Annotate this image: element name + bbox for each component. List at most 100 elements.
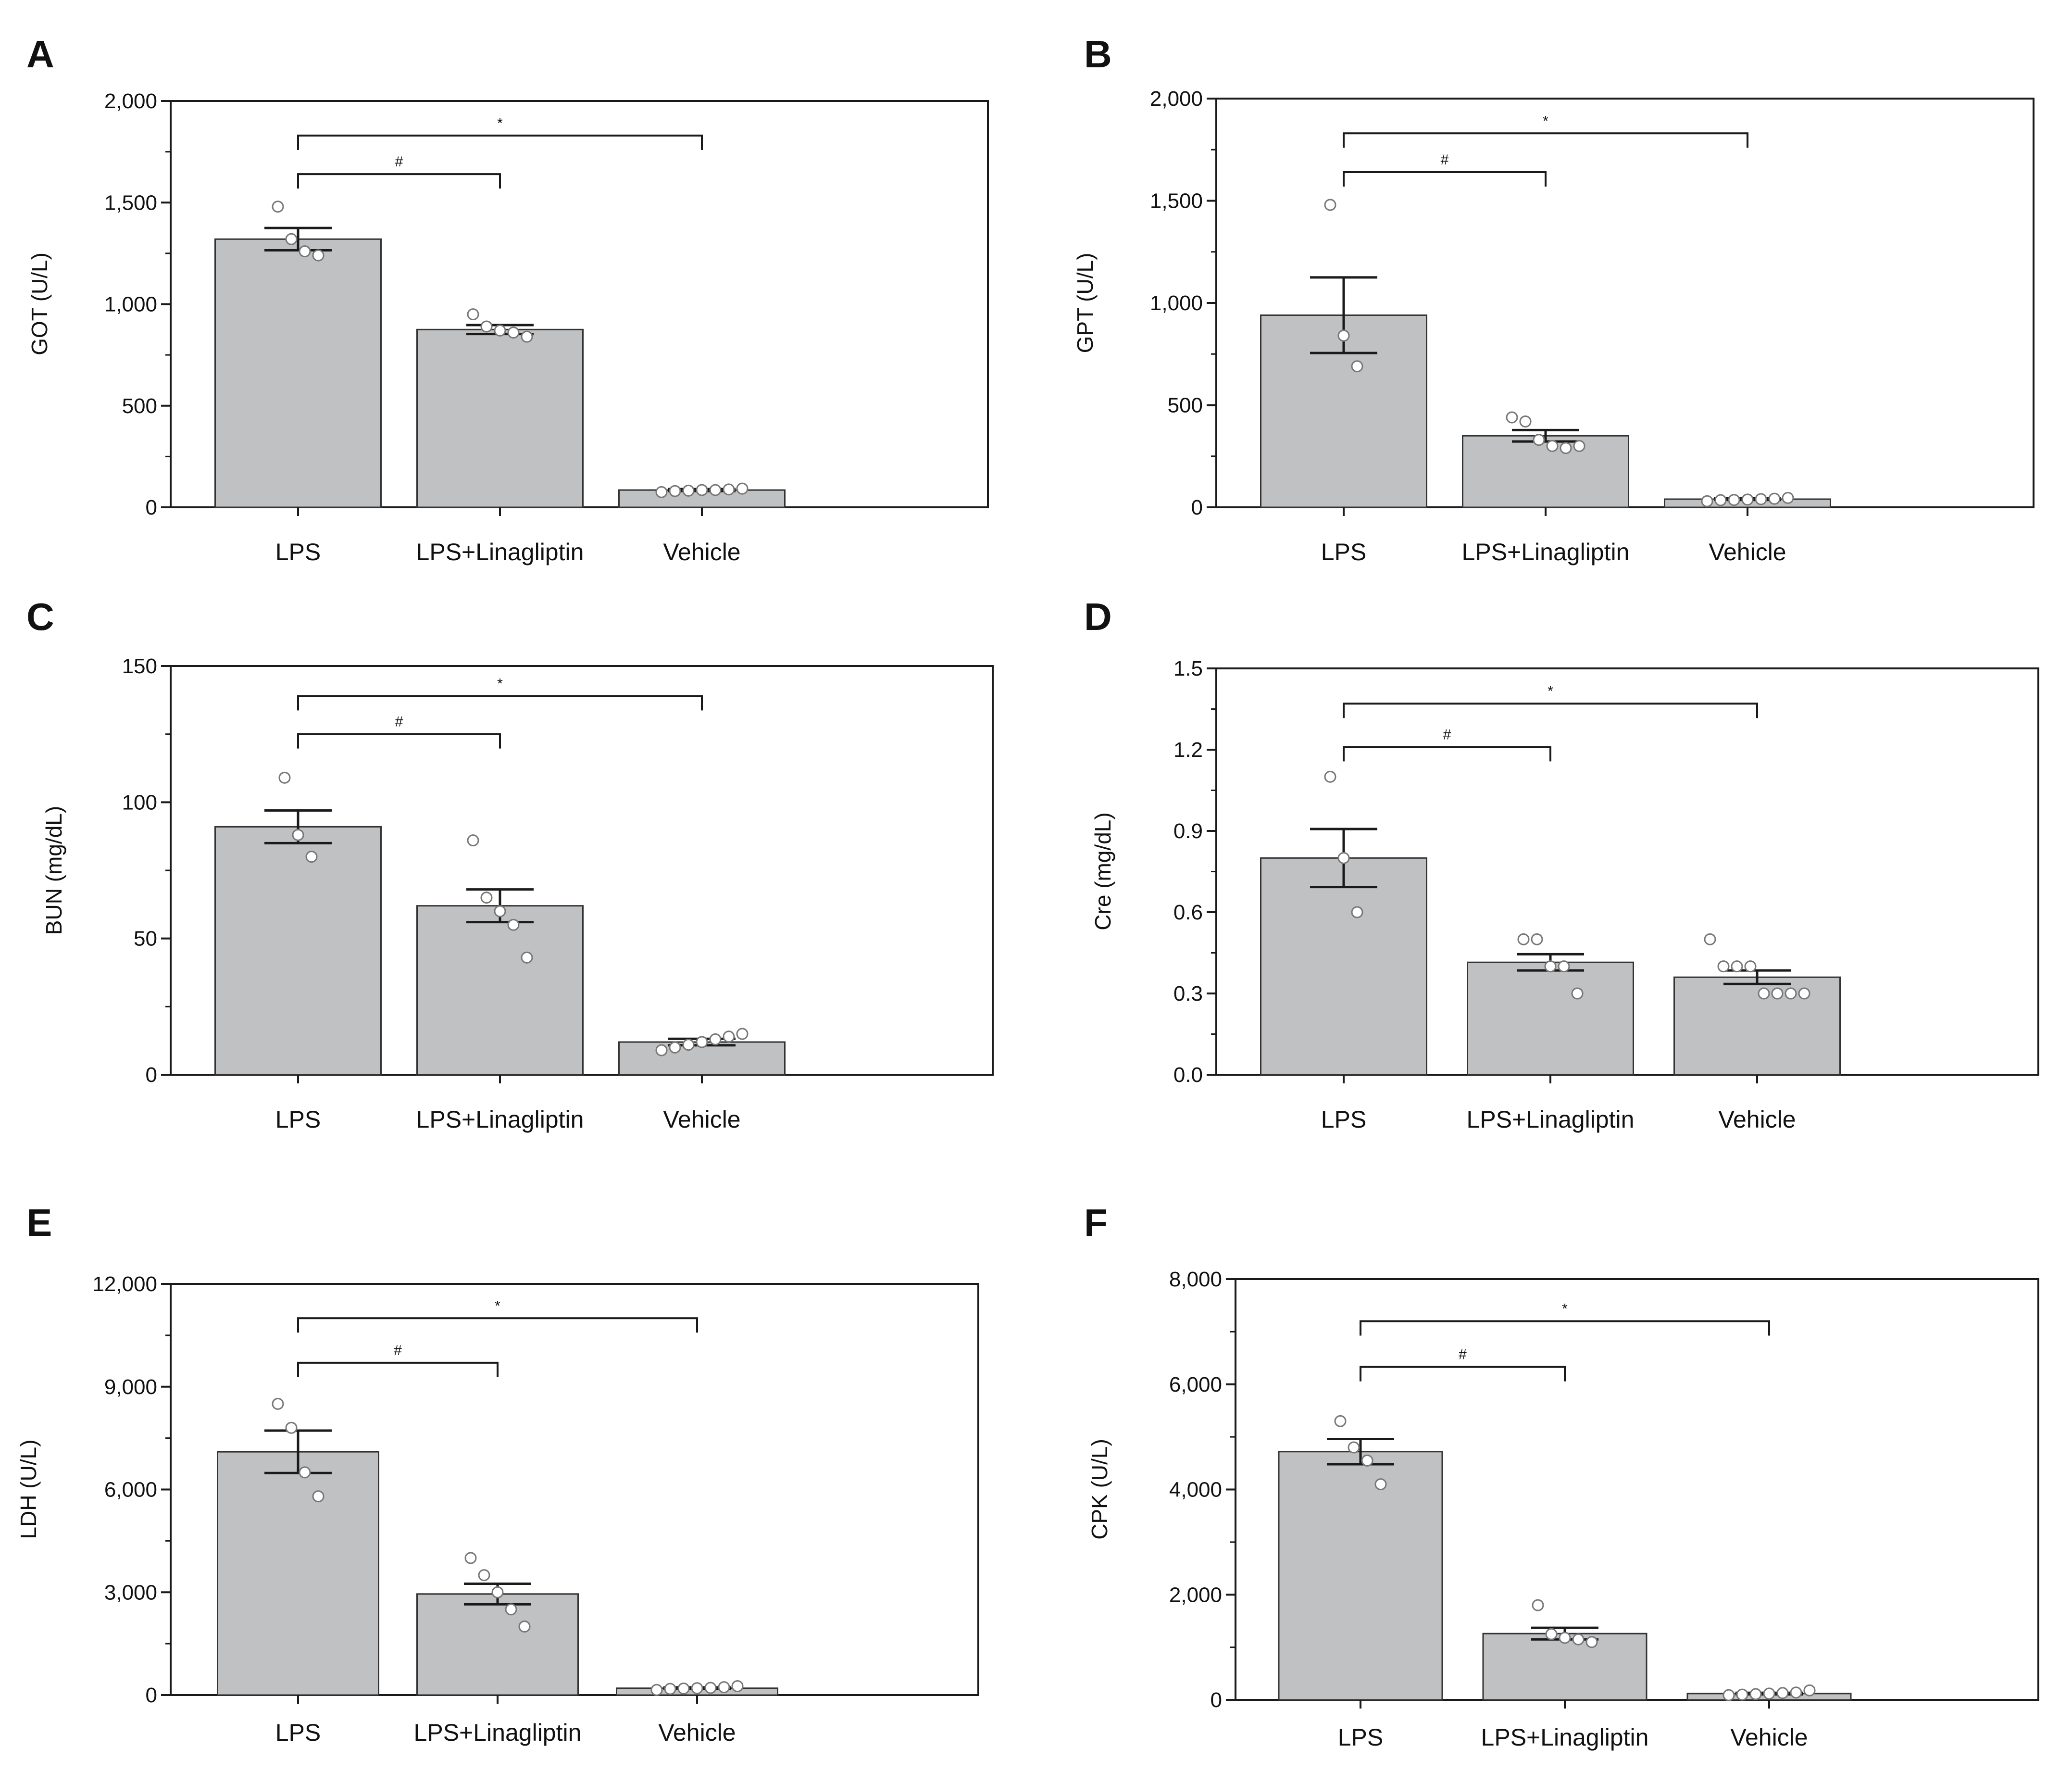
y-axis-label: BUN (mg/dL) bbox=[41, 806, 66, 935]
data-point bbox=[1546, 440, 1559, 452]
y-tick-label: 12,000 bbox=[92, 1272, 157, 1296]
significance-bracket bbox=[297, 1361, 499, 1377]
data-point bbox=[1749, 1688, 1762, 1700]
y-tick-label: 1,000 bbox=[1150, 291, 1203, 315]
panel-letter: B bbox=[1084, 33, 1112, 75]
significance-bracket bbox=[1343, 171, 1547, 187]
data-point bbox=[1560, 442, 1572, 454]
panel-f: F CPK (U/L) 0 2,000 4,000 6,000 8,000 LPS LPS+… bbox=[1084, 1201, 2039, 1751]
data-point bbox=[1337, 329, 1350, 342]
data-point bbox=[1704, 933, 1716, 945]
data-point bbox=[518, 1621, 531, 1633]
y-tick-label: 0.0 bbox=[1173, 1063, 1203, 1087]
x-category-label: Vehicle bbox=[1709, 539, 1786, 566]
data-point bbox=[1558, 960, 1570, 973]
y-axis-label: LDH (U/L) bbox=[16, 1439, 41, 1539]
data-point bbox=[272, 1397, 284, 1410]
data-point bbox=[1798, 987, 1810, 1000]
data-point bbox=[1731, 960, 1743, 973]
panel-letter: F bbox=[1084, 1201, 1108, 1244]
significance-symbol: * bbox=[495, 1298, 500, 1314]
significance-symbol: # bbox=[1441, 152, 1449, 168]
y-tick-label: 500 bbox=[122, 394, 157, 418]
panel-letter: E bbox=[26, 1201, 52, 1244]
y-tick-label: 0 bbox=[146, 496, 157, 519]
data-point bbox=[312, 249, 325, 262]
significance-bracket bbox=[297, 134, 703, 150]
y-tick-label: 0 bbox=[146, 1063, 157, 1087]
data-point bbox=[285, 233, 298, 245]
data-point bbox=[736, 482, 749, 495]
significance-bracket bbox=[297, 173, 501, 189]
x-category-label: Vehicle bbox=[663, 1106, 740, 1133]
data-point bbox=[1506, 411, 1518, 424]
significance-symbol: # bbox=[394, 1343, 402, 1358]
panel-letter: C bbox=[26, 595, 54, 638]
data-point bbox=[1714, 494, 1727, 506]
data-point bbox=[464, 1552, 477, 1564]
data-point bbox=[1741, 493, 1754, 506]
data-point bbox=[669, 1041, 681, 1054]
data-point bbox=[691, 1682, 703, 1695]
significance-symbol: * bbox=[1548, 683, 1553, 699]
data-point bbox=[272, 201, 284, 213]
y-tick-label: 1.2 bbox=[1173, 738, 1203, 762]
data-point bbox=[1351, 360, 1363, 373]
data-point bbox=[1572, 1633, 1585, 1646]
data-point bbox=[709, 1033, 722, 1045]
significance-bracket bbox=[1360, 1366, 1566, 1382]
significance-symbol: * bbox=[1562, 1301, 1568, 1317]
data-point bbox=[718, 1681, 730, 1694]
y-tick-label: 8,000 bbox=[1169, 1268, 1222, 1291]
x-category-label: Vehicle bbox=[1730, 1724, 1808, 1751]
x-category-label: Vehicle bbox=[663, 539, 740, 566]
data-point bbox=[655, 1044, 668, 1056]
data-point bbox=[299, 1466, 311, 1479]
significance-symbol: * bbox=[497, 115, 503, 131]
data-point bbox=[1736, 1688, 1748, 1701]
data-point bbox=[1348, 1441, 1360, 1454]
y-tick-label: 0.9 bbox=[1173, 819, 1203, 843]
data-point bbox=[505, 1603, 517, 1616]
data-point bbox=[494, 905, 506, 917]
y-tick-label: 6,000 bbox=[104, 1478, 157, 1502]
data-point bbox=[467, 308, 479, 321]
data-point bbox=[1334, 1415, 1347, 1427]
data-point bbox=[1585, 1636, 1598, 1648]
bar bbox=[1467, 961, 1634, 1076]
panel-b: B GPT (U/L) 0 500 1,000 1,500 2,000 LPS LPS+Li… bbox=[1073, 33, 2035, 566]
x-category-label: Vehicle bbox=[658, 1719, 736, 1746]
data-point bbox=[521, 951, 533, 964]
data-point bbox=[1758, 987, 1770, 1000]
data-point bbox=[1324, 770, 1336, 783]
panel-letter: D bbox=[1084, 595, 1112, 638]
data-point bbox=[1755, 493, 1767, 505]
data-point bbox=[1782, 491, 1794, 504]
bar bbox=[1673, 976, 1841, 1076]
y-tick-label: 0 bbox=[1211, 1688, 1222, 1712]
data-point bbox=[650, 1684, 663, 1696]
x-category-label: LPS+Linagliptin bbox=[1462, 539, 1630, 566]
y-tick-label: 0.3 bbox=[1173, 982, 1203, 1005]
significance-bracket bbox=[297, 695, 703, 711]
x-category-label: LPS+Linagliptin bbox=[416, 539, 584, 566]
x-category-label: LPS+Linagliptin bbox=[414, 1719, 582, 1746]
data-point bbox=[1559, 1632, 1571, 1644]
x-category-label: LPS+Linagliptin bbox=[1467, 1106, 1635, 1133]
x-category-label: LPS bbox=[275, 1106, 321, 1133]
bar bbox=[217, 1451, 379, 1696]
data-point bbox=[1351, 906, 1363, 918]
data-point bbox=[1763, 1687, 1775, 1700]
data-point bbox=[278, 771, 291, 784]
y-tick-label: 6,000 bbox=[1169, 1373, 1222, 1396]
data-point bbox=[664, 1683, 676, 1695]
data-point bbox=[1771, 987, 1784, 1000]
y-tick-label: 2,000 bbox=[1169, 1583, 1222, 1607]
bar bbox=[1462, 435, 1629, 508]
data-point bbox=[1776, 1687, 1789, 1699]
y-axis-label: CPK (U/L) bbox=[1087, 1439, 1112, 1540]
data-point bbox=[1723, 1689, 1735, 1701]
bar bbox=[1260, 857, 1427, 1076]
y-tick-label: 4,000 bbox=[1169, 1478, 1222, 1502]
